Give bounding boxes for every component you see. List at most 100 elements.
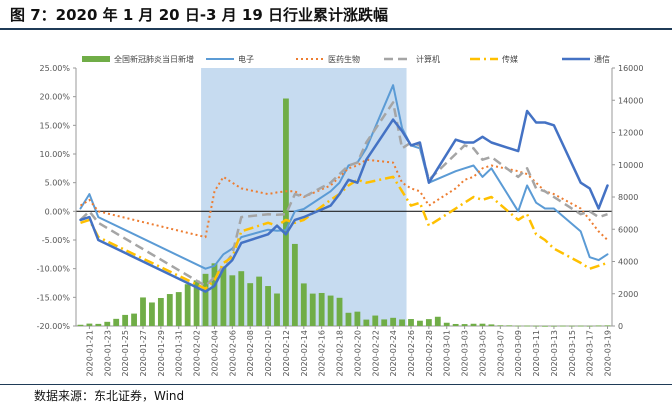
x-tick-label: 2020-03-17 (586, 330, 595, 377)
case-bar (184, 284, 191, 326)
x-tick-label: 2020-03-09 (514, 330, 523, 377)
x-tick-label: 2020-02-26 (407, 330, 416, 377)
case-bar (318, 292, 325, 326)
case-bar (229, 275, 236, 326)
case-bar (193, 280, 200, 326)
x-tick-label: 2020-02-02 (193, 330, 202, 377)
x-tick-label: 2020-03-05 (478, 330, 487, 377)
y-right-tick-label: 14000 (618, 96, 643, 105)
y-left-tick-label: -15.00% (37, 293, 71, 302)
y-right-tick-label: 0 (618, 322, 623, 331)
x-tick-label: 2020-03-19 (604, 330, 613, 377)
source-note: 数据来源：东北证券，Wind (34, 389, 185, 403)
x-tick-label: 2020-03-03 (461, 330, 470, 377)
x-tick-label: 2020-01-27 (139, 330, 148, 377)
legend-swatch-bar (82, 56, 110, 62)
y-right-tick-label: 6000 (618, 225, 638, 234)
x-tick-label: 2020-02-18 (336, 330, 345, 377)
case-bar (202, 273, 209, 326)
case-bar (300, 283, 307, 326)
case-bar (247, 283, 254, 326)
case-bar (417, 320, 423, 326)
case-bar (283, 98, 289, 326)
case-bar (291, 243, 298, 326)
case-bar (327, 295, 334, 326)
y-right-tick-label: 10000 (618, 161, 643, 170)
y-left-tick-label: 10.00% (39, 150, 70, 159)
series-line-计算机 (79, 101, 608, 288)
case-bar (175, 292, 182, 326)
legend-label: 全国新冠肺炎当日新增 (114, 54, 194, 64)
x-tick-label: 2020-02-24 (389, 330, 398, 377)
y-right-tick-label: 12000 (618, 129, 643, 138)
y-left-tick-label: 5.00% (45, 179, 71, 188)
x-tick-label: 2020-02-04 (210, 330, 219, 377)
bar-layer (77, 98, 611, 327)
case-bar (309, 293, 316, 326)
x-tick-label: 2020-02-28 (425, 330, 434, 377)
x-tick-label: 2020-02-16 (318, 330, 327, 377)
y-left-tick-label: 15.00% (39, 121, 70, 130)
case-bar (345, 312, 352, 326)
x-tick-label: 2020-02-20 (353, 330, 362, 377)
grid-layer (76, 210, 612, 327)
case-bar (470, 323, 477, 326)
y-right-tick-label: 2000 (618, 290, 638, 299)
case-bar (506, 325, 513, 327)
case-bar (95, 323, 102, 326)
case-bar (479, 323, 486, 326)
case-bar (256, 276, 263, 326)
case-bar (488, 324, 495, 326)
x-tick-label: 2020-03-07 (496, 330, 505, 377)
title-rule (0, 28, 672, 30)
case-bar (595, 325, 602, 327)
case-bar (166, 294, 173, 326)
x-tick-label: 2020-01-23 (103, 330, 112, 377)
legend-label: 计算机 (416, 54, 440, 64)
legend-label: 通信 (594, 54, 610, 64)
case-bar (86, 323, 93, 326)
case-bar (131, 313, 137, 326)
case-bar (140, 297, 146, 326)
case-bar (113, 318, 120, 326)
y-left-tick-label: 20.00% (39, 93, 70, 102)
y-left-tick-label: 0.00% (45, 207, 71, 216)
case-bar (399, 319, 405, 326)
case-bar (461, 324, 468, 326)
case-bar (354, 311, 361, 326)
case-bar (604, 325, 611, 327)
y-left-tick-label: -20.00% (37, 322, 71, 331)
case-bar (363, 319, 370, 326)
series-line-通信 (79, 109, 609, 293)
case-bar (497, 325, 504, 327)
case-bar (425, 319, 432, 326)
y-right-tick-label: 8000 (618, 193, 638, 202)
axes-layer: -20.00% -15.00% -10.00% -5.00% 0.00% 5.00% 10.… (37, 64, 644, 377)
case-bar (559, 325, 566, 327)
series-line-传媒 (80, 175, 608, 290)
x-tick-label: 2020-02-08 (246, 330, 255, 377)
legend: 全国新冠肺炎当日新增 电子 医药生物 计算机 传媒 通信 (82, 54, 610, 64)
case-bar (390, 317, 397, 326)
x-tick-label: 2020-02-12 (282, 330, 291, 377)
y-right-tick-label: 4000 (618, 258, 638, 267)
x-tick-label: 2020-01-21 (85, 330, 94, 377)
case-bar (577, 325, 584, 327)
case-bar (434, 316, 441, 326)
case-bar (211, 263, 218, 326)
case-bar (274, 293, 280, 326)
line-layer (79, 84, 609, 293)
y-left-tick-label: 25.00% (39, 64, 70, 73)
x-tick-label: 2020-01-29 (157, 330, 166, 377)
case-bar (443, 322, 450, 326)
x-tick-label: 2020-03-11 (532, 330, 541, 377)
case-bar (220, 266, 227, 326)
x-tick-label: 2020-02-22 (371, 330, 380, 377)
series-line-电子 (79, 84, 609, 270)
y-left-tick-label: -5.00% (42, 236, 71, 245)
x-tick-label: 2020-02-10 (264, 330, 273, 377)
case-bar (238, 271, 245, 326)
x-tick-label: 2020-02-14 (300, 330, 309, 377)
case-bar (122, 314, 129, 326)
